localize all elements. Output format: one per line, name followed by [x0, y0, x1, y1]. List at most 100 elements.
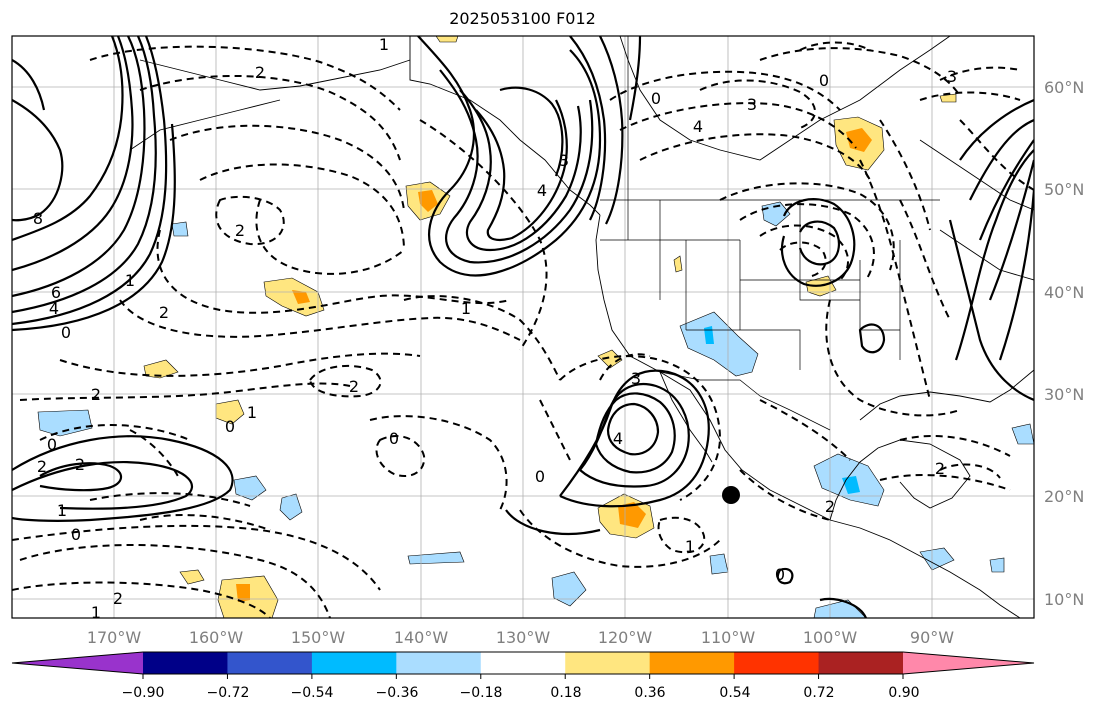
coastlines — [129, 36, 1034, 618]
contour-label: 0 — [389, 429, 399, 448]
colorbar-segment — [143, 652, 228, 674]
colorbar-segment — [734, 652, 820, 674]
colorbar-tick-label: −0.72 — [207, 685, 250, 701]
negative-patch — [679, 311, 759, 377]
negative-core — [704, 326, 714, 344]
longitude-label: 130°W — [496, 628, 551, 647]
contour-label: 0 — [535, 467, 545, 486]
negative-patch — [1011, 423, 1034, 445]
contour-label: 8 — [33, 209, 43, 228]
positive-core — [418, 190, 438, 212]
positive-core — [292, 290, 310, 304]
contour-label: 2 — [235, 221, 245, 240]
contour-label: 2 — [37, 457, 47, 476]
positive-patch — [263, 277, 325, 317]
longitude-label: 90°W — [910, 628, 954, 647]
contour-label: 3 — [559, 151, 569, 170]
negative-patch — [551, 571, 587, 607]
location-marker — [722, 486, 740, 504]
contour-label-layer: 8 6 4 0 2 1 2 1 0 0 2 1 2 2 1 2 3 4 0 0 … — [33, 35, 957, 622]
colorbar-segment — [480, 652, 566, 674]
contour-label: 0 — [819, 71, 829, 90]
negative-patch — [813, 599, 867, 618]
colorbar-labels: −0.90 −0.72 −0.54 −0.36 −0.18 0.18 0.36 … — [122, 685, 920, 701]
positive-patch — [179, 569, 205, 585]
graticule — [12, 36, 1034, 618]
colorbar: −0.90 −0.72 −0.54 −0.36 −0.18 0.18 0.36 … — [11, 651, 1035, 701]
contour-label: 4 — [613, 429, 623, 448]
contour-label: 4 — [49, 299, 59, 318]
positive-core — [236, 584, 250, 602]
longitude-labels: 170°W 160°W 150°W 140°W 130°W 120°W 110°… — [87, 628, 954, 647]
colorbar-tick-label: 0.72 — [803, 685, 834, 701]
latitude-label: 40°N — [1044, 283, 1084, 302]
contour-label: 1 — [57, 501, 67, 520]
solid-contours — [12, 36, 1034, 618]
dashed-contours — [12, 41, 1034, 618]
colorbar-extend-low — [12, 652, 143, 674]
colorbar-ticks — [142, 674, 904, 679]
contour-label: 4 — [537, 181, 547, 200]
longitude-label: 170°W — [87, 628, 142, 647]
positive-patch — [939, 93, 957, 103]
contour-label: 2 — [91, 385, 101, 404]
contour-label: 6 — [51, 283, 61, 302]
positive-core — [846, 128, 872, 152]
negative-core — [842, 476, 860, 494]
contour-label: 0 — [47, 435, 57, 454]
negative-patch — [989, 557, 1005, 573]
negative-patch — [171, 221, 189, 237]
longitude-label: 110°W — [701, 628, 756, 647]
contour-label: 2 — [113, 589, 123, 608]
longitude-label: 160°W — [189, 628, 244, 647]
contour-label: 1 — [247, 403, 257, 422]
negative-patch — [919, 547, 955, 571]
contour-label: 2 — [75, 455, 85, 474]
colorbar-tick-label: 0.90 — [888, 685, 919, 701]
contour-label: 2 — [255, 63, 265, 82]
longitude-label: 100°W — [803, 628, 858, 647]
contour-label: 2 — [825, 497, 835, 516]
colorbar-extend-high — [903, 652, 1034, 674]
colorbar-tick-label: −0.36 — [376, 685, 419, 701]
colorbar-segment — [649, 652, 735, 674]
contour-label: 2 — [159, 303, 169, 322]
latitude-label: 30°N — [1044, 385, 1084, 404]
colorbar-tick-label: 0.36 — [634, 685, 665, 701]
contour-label: 3 — [947, 67, 957, 86]
latitude-labels: 60°N 50°N 40°N 30°N 20°N 10°N — [1044, 78, 1084, 609]
negative-patch — [407, 551, 465, 565]
plot-title: 2025053100 F012 — [449, 9, 596, 28]
longitude-label: 150°W — [291, 628, 346, 647]
colorbar-segment — [311, 652, 397, 674]
colorbar-segment — [396, 652, 482, 674]
colorbar-tick-label: −0.90 — [122, 685, 165, 701]
negative-patch — [279, 493, 303, 521]
longitude-label: 140°W — [394, 628, 449, 647]
positive-patch — [673, 255, 683, 273]
latitude-label: 50°N — [1044, 180, 1084, 199]
contour-label: 1 — [379, 35, 389, 54]
contour-label: 3 — [631, 369, 641, 388]
colorbar-tick-label: 0.54 — [719, 685, 750, 701]
colorbar-segment — [818, 652, 904, 674]
negative-patch — [37, 409, 93, 437]
contour-label: 2 — [349, 377, 359, 396]
latitude-label: 10°N — [1044, 590, 1084, 609]
contour-label: 1 — [91, 603, 101, 622]
positive-patch — [597, 349, 623, 369]
contour-label: 0 — [71, 525, 81, 544]
contour-label: 4 — [693, 117, 703, 136]
contour-label: 1 — [125, 271, 135, 290]
negative-patch — [233, 475, 267, 501]
contour-label: 0 — [61, 323, 71, 342]
contour-label: 0 — [225, 417, 235, 436]
negative-patch — [761, 201, 791, 227]
latitude-label: 20°N — [1044, 487, 1084, 506]
colorbar-tick-label: 0.18 — [550, 685, 581, 701]
colorbar-segment — [565, 652, 651, 674]
contour-label: 1 — [461, 299, 471, 318]
contour-label: 2 — [935, 459, 945, 478]
political-borders — [600, 36, 940, 431]
